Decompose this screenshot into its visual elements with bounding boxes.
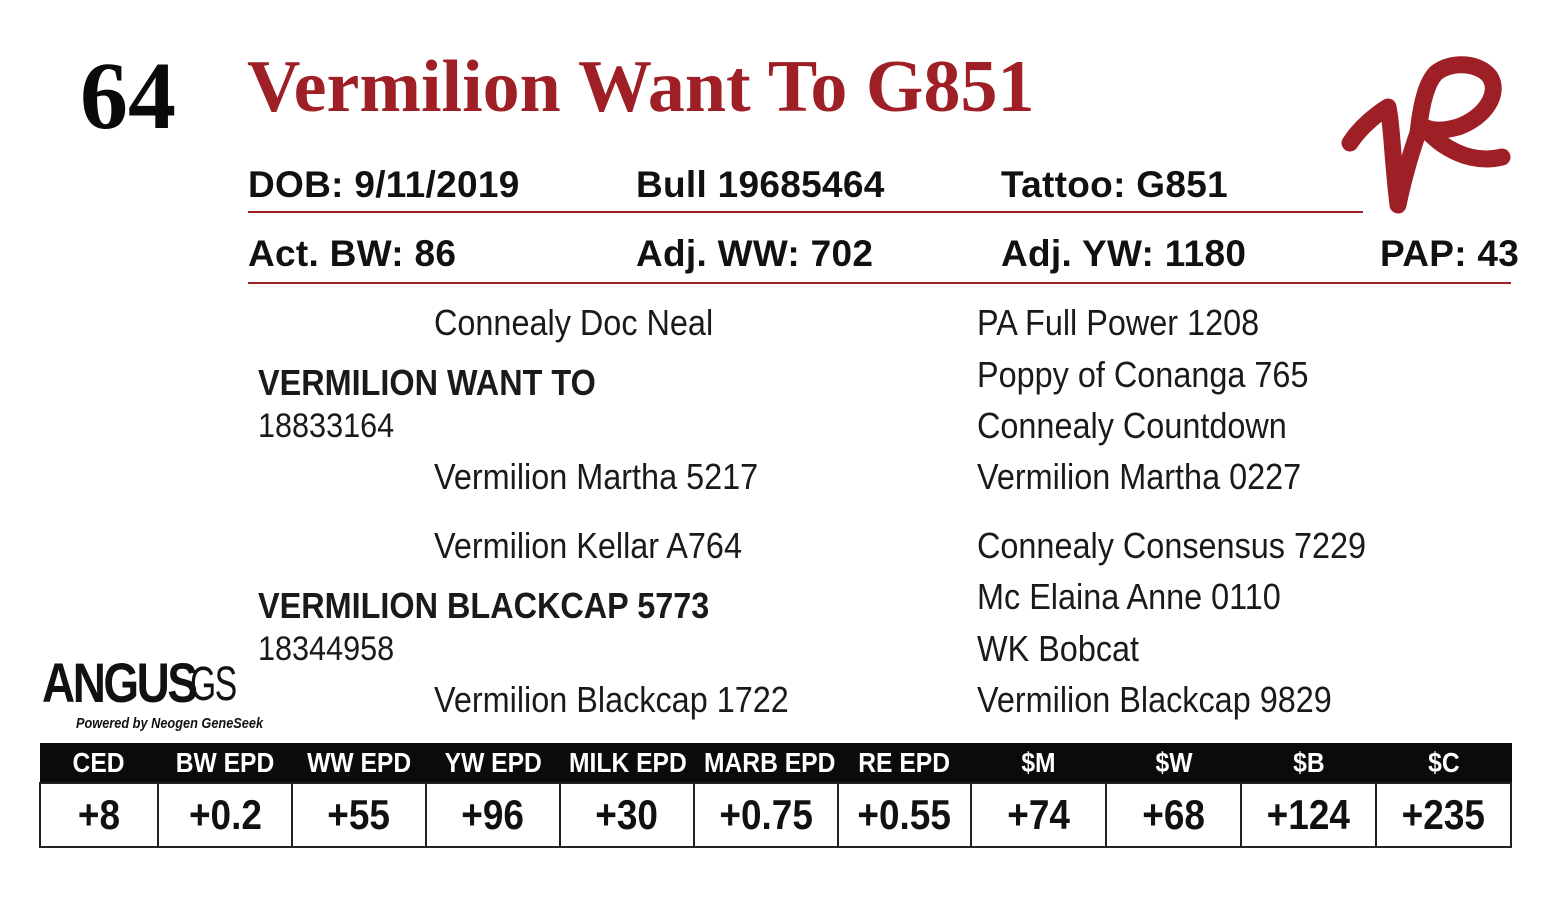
epd-header: $M [970, 743, 1107, 784]
epd-header: YW EPD [425, 743, 561, 784]
epd-header: MILK EPD [559, 743, 695, 784]
pap: PAP: 43 [1380, 233, 1520, 274]
epd-header: WW EPD [291, 743, 427, 784]
vr-brand-logo [1341, 56, 1511, 214]
epd-value: +0.75 [693, 782, 839, 848]
divider-line [248, 282, 1511, 284]
epd-value-row: +8 +0.2 +55 +96 +30 +0.75 +0.55 +74 +68 … [39, 782, 1512, 848]
actual-birth-weight: Act. BW: 86 [248, 233, 457, 274]
angus-gs-logo: ANGUS GS Powered by Neogen GeneSeek [42, 651, 263, 735]
dob: DOB: 9/11/2019 [248, 164, 520, 205]
lot-number: 64 [80, 42, 176, 149]
epd-header: RE EPD [837, 743, 972, 784]
pedigree-dam-sire: Vermilion Kellar A764 [434, 525, 742, 566]
pedigree-dam-dam-dam: Vermilion Blackcap 9829 [977, 679, 1332, 720]
tattoo: Tattoo: G851 [1001, 164, 1228, 205]
pedigree-sire-reg: 18833164 [258, 407, 395, 445]
epd-header: $C [1375, 743, 1512, 784]
epd-value: +55 [291, 782, 427, 848]
angus-logo-tagline: Powered by Neogen GeneSeek [76, 715, 264, 732]
pedigree-dam-dam-sire: WK Bobcat [977, 628, 1140, 669]
epd-header: BW EPD [157, 743, 293, 784]
epd-table: CED BW EPD WW EPD YW EPD MILK EPD MARB E… [39, 743, 1512, 848]
pedigree-sire-sire-dam: Poppy of Conanga 765 [977, 354, 1309, 395]
pedigree-dam-dam: Vermilion Blackcap 1722 [434, 679, 789, 720]
pedigree-sire-dam-dam: Vermilion Martha 0227 [977, 456, 1302, 497]
epd-value: +68 [1105, 782, 1242, 848]
epd-header: $B [1240, 743, 1377, 784]
epd-header: CED [39, 743, 159, 784]
epd-value: +0.55 [837, 782, 972, 848]
pedigree-dam-sire-dam: Mc Elaina Anne 0110 [977, 576, 1281, 617]
epd-header-row: CED BW EPD WW EPD YW EPD MILK EPD MARB E… [39, 743, 1512, 784]
angus-logo-main: ANGUS [42, 651, 198, 714]
epd-value: +74 [970, 782, 1107, 848]
epd-value: +8 [39, 782, 159, 848]
pedigree-sire-dam-sire: Connealy Countdown [977, 405, 1287, 446]
pedigree-sire-sire-sire: PA Full Power 1208 [977, 302, 1260, 343]
epd-value: +30 [559, 782, 695, 848]
epd-header: MARB EPD [693, 743, 839, 784]
epd-value: +235 [1375, 782, 1512, 848]
adjusted-weaning-weight: Adj. WW: 702 [636, 233, 874, 274]
pedigree-dam-sire-sire: Connealy Consensus 7229 [977, 525, 1367, 566]
adjusted-yearling-weight: Adj. YW: 1180 [1001, 233, 1247, 274]
angus-logo-suffix: GS [190, 658, 237, 711]
epd-header: $W [1105, 743, 1242, 784]
pedigree-dam-name: VERMILION BLACKCAP 5773 [258, 585, 710, 626]
pedigree-sire-name: VERMILION WANT TO [258, 362, 596, 403]
epd-value: +0.2 [157, 782, 293, 848]
pedigree-sire-sire: Connealy Doc Neal [434, 302, 714, 343]
divider-line [248, 211, 1363, 213]
epd-value: +96 [425, 782, 561, 848]
epd-value: +124 [1240, 782, 1377, 848]
pedigree-sire-dam: Vermilion Martha 5217 [434, 456, 759, 497]
registration-number: Bull 19685464 [636, 164, 885, 205]
pedigree-dam-reg: 18344958 [258, 630, 395, 668]
animal-name: Vermilion Want To G851 [247, 46, 1035, 128]
